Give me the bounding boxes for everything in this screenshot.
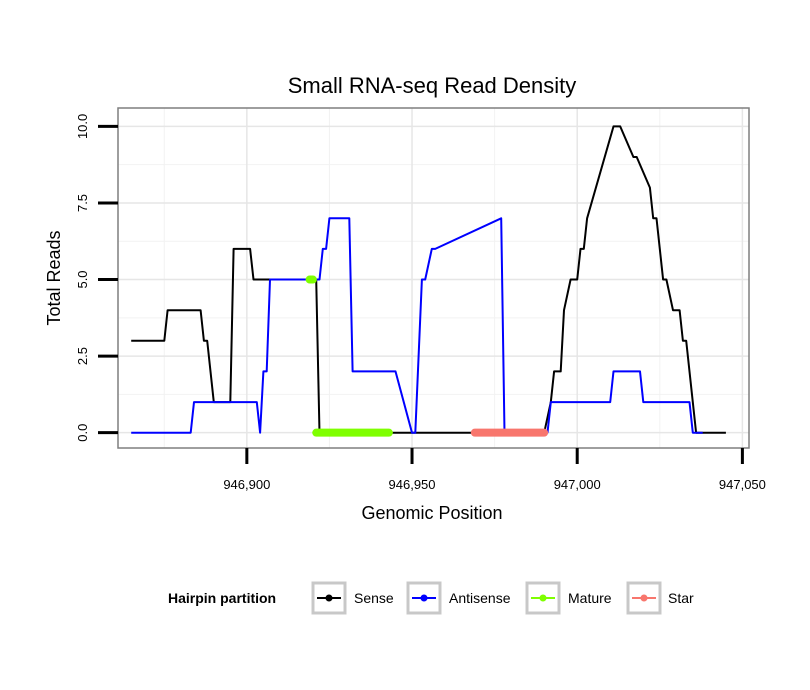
x-tick-label: 947,050 [719, 477, 766, 492]
y-tick-label: 7.5 [75, 194, 90, 212]
legend-item-antisense: Antisense [406, 581, 511, 615]
legend-dot-star [640, 594, 648, 602]
y-tick-label: 0.0 [75, 424, 90, 442]
legend-item-star: Star [626, 581, 694, 615]
axis-ticks: 946,900 946,950 947,000 947,050 0.0 2.5 5.0 7.5… [75, 114, 766, 492]
y-tick-label: 10.0 [75, 114, 90, 139]
y-tick-label: 5.0 [75, 270, 90, 288]
legend-item-mature: Mature [525, 581, 612, 615]
legend-dot-antisense [420, 594, 428, 602]
x-axis-title: Genomic Position [361, 503, 502, 523]
series-layer [131, 125, 726, 437]
chart-title: Small RNA-seq Read Density [288, 73, 577, 98]
legend: Hairpin partition Sense Antisense Mature… [168, 581, 694, 615]
grid-lines [118, 108, 749, 448]
legend-dot-sense [325, 594, 333, 602]
legend-item-sense: Sense [311, 581, 394, 615]
legend-label-mature: Mature [568, 590, 612, 606]
x-tick-label: 946,900 [223, 477, 270, 492]
series-line-antisense [131, 217, 703, 434]
y-tick-label: 2.5 [75, 347, 90, 365]
legend-label-antisense: Antisense [449, 590, 511, 606]
legend-label-sense: Sense [354, 590, 394, 606]
x-tick-label: 946,950 [389, 477, 436, 492]
legend-label-star: Star [668, 590, 694, 606]
legend-dot-mature [539, 594, 547, 602]
y-axis-title: Total Reads [44, 230, 64, 325]
legend-title: Hairpin partition [168, 590, 276, 606]
plot-panel-border [117, 107, 750, 449]
x-tick-label: 947,000 [554, 477, 601, 492]
